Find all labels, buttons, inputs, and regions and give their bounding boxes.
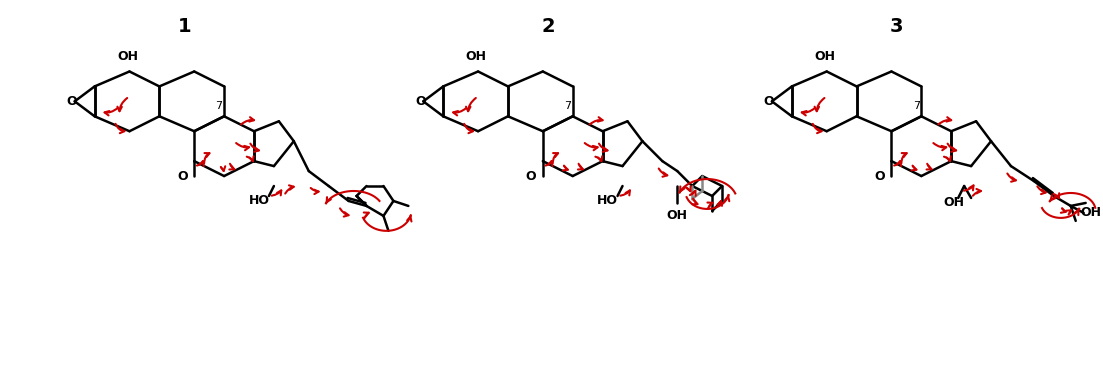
Text: O: O xyxy=(763,95,774,108)
Text: O: O xyxy=(66,95,77,108)
Text: 1: 1 xyxy=(178,17,191,36)
Text: OH: OH xyxy=(117,50,138,63)
Text: 7: 7 xyxy=(215,101,223,111)
Text: OH: OH xyxy=(1081,207,1102,219)
Text: O: O xyxy=(875,170,885,182)
Text: OH: OH xyxy=(944,197,965,210)
Text: 3: 3 xyxy=(890,17,903,36)
Text: HO: HO xyxy=(597,194,618,208)
Text: 2: 2 xyxy=(542,17,556,36)
Text: 7: 7 xyxy=(564,101,571,111)
Text: O: O xyxy=(525,170,536,182)
Text: HO: HO xyxy=(248,194,269,208)
Text: 7: 7 xyxy=(913,101,920,111)
Text: OH: OH xyxy=(667,210,688,223)
Text: O: O xyxy=(176,170,188,182)
Text: OH: OH xyxy=(465,50,486,63)
Text: OH: OH xyxy=(814,50,835,63)
Text: O: O xyxy=(415,95,426,108)
